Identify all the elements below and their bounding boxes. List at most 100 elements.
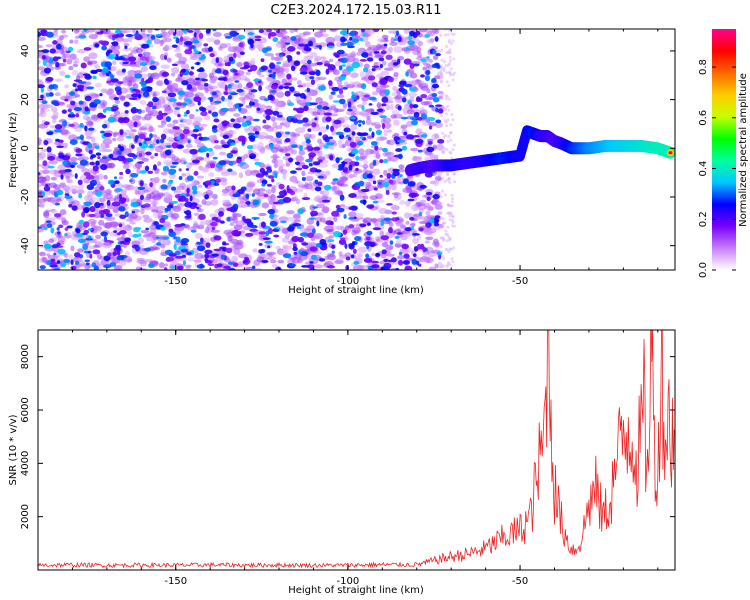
noise-blob xyxy=(428,58,433,63)
noise-blob xyxy=(185,264,192,268)
noise-blob xyxy=(382,117,392,124)
noise-blob xyxy=(133,121,138,128)
noise-blob xyxy=(448,70,452,74)
noise-blob xyxy=(191,185,198,192)
noise-blob xyxy=(417,234,422,241)
noise-blob xyxy=(92,165,99,172)
noise-blob xyxy=(85,262,90,266)
noise-blob xyxy=(131,210,136,214)
noise-blob xyxy=(317,156,326,161)
noise-blob xyxy=(325,124,330,130)
noise-blob xyxy=(84,250,89,254)
noise-blob xyxy=(227,107,237,112)
noise-blob xyxy=(140,66,148,72)
noise-blob xyxy=(77,238,86,244)
noise-blob xyxy=(171,161,179,165)
noise-blob xyxy=(207,263,215,267)
snr-series-line xyxy=(38,330,675,569)
noise-blob xyxy=(83,47,92,51)
noise-blob xyxy=(77,179,83,185)
noise-blob xyxy=(265,230,270,237)
noise-blob xyxy=(114,180,120,184)
noise-blob xyxy=(250,224,258,229)
noise-blob xyxy=(268,31,277,37)
noise-blob xyxy=(383,43,388,47)
noise-blob xyxy=(61,29,67,34)
noise-blob xyxy=(306,232,315,238)
noise-blob xyxy=(150,34,156,40)
noise-blob xyxy=(114,99,120,104)
noise-blob xyxy=(306,55,312,60)
noise-blob xyxy=(109,162,115,169)
noise-blob xyxy=(110,255,116,263)
noise-blob xyxy=(191,44,195,49)
noise-blob xyxy=(60,183,65,189)
noise-blob xyxy=(223,229,233,235)
noise-blob xyxy=(48,238,55,244)
noise-blob xyxy=(293,60,300,66)
noise-blob xyxy=(249,155,255,159)
noise-blob xyxy=(390,217,399,222)
noise-blob xyxy=(232,213,242,218)
noise-blob xyxy=(301,265,309,268)
noise-blob xyxy=(124,45,128,49)
noise-blob xyxy=(385,189,390,195)
noise-blob xyxy=(201,53,206,60)
noise-blob xyxy=(434,36,439,42)
noise-blob xyxy=(276,91,285,98)
noise-blob xyxy=(93,244,100,248)
noise-blob xyxy=(424,240,431,244)
noise-blob xyxy=(121,29,132,34)
noise-blob xyxy=(43,185,51,192)
noise-blob xyxy=(266,256,277,261)
noise-blob xyxy=(159,102,169,109)
noise-blob xyxy=(344,243,348,250)
noise-blob xyxy=(171,63,178,67)
noise-blob xyxy=(432,55,439,61)
noise-blob xyxy=(247,32,255,36)
noise-blob xyxy=(286,73,292,80)
noise-blob xyxy=(111,41,119,47)
noise-blob xyxy=(94,186,100,192)
noise-blob xyxy=(41,256,48,263)
noise-blob xyxy=(228,76,236,81)
noise-blob xyxy=(213,145,224,150)
noise-blob xyxy=(173,48,182,53)
noise-blob xyxy=(159,53,165,61)
noise-blob xyxy=(358,148,365,155)
noise-blob xyxy=(226,216,231,222)
noise-blob xyxy=(304,74,312,82)
noise-blob xyxy=(83,201,92,206)
noise-blob xyxy=(212,128,218,133)
noise-blob xyxy=(164,79,170,86)
noise-blob xyxy=(398,251,403,256)
noise-blob xyxy=(162,165,170,172)
noise-blob xyxy=(221,95,225,102)
noise-blob xyxy=(204,194,210,200)
noise-blob xyxy=(389,103,394,111)
noise-blob xyxy=(194,252,204,260)
noise-blob xyxy=(314,216,323,223)
noise-blob xyxy=(397,181,405,185)
noise-blob xyxy=(201,107,207,112)
noise-blob xyxy=(301,242,309,246)
noise-blob xyxy=(73,106,83,112)
noise-blob xyxy=(342,86,348,90)
noise-blob xyxy=(289,29,295,34)
noise-blob xyxy=(453,224,457,228)
noise-blob xyxy=(189,195,193,202)
noise-blob xyxy=(209,53,215,58)
noise-blob xyxy=(76,48,86,54)
noise-blob xyxy=(275,159,284,164)
noise-blob xyxy=(353,183,359,186)
noise-blob xyxy=(141,43,150,49)
noise-blob xyxy=(227,94,233,100)
noise-blob xyxy=(75,153,83,157)
noise-blob xyxy=(304,182,309,188)
noise-blob xyxy=(316,104,323,110)
noise-blob xyxy=(282,173,287,180)
noise-blob xyxy=(276,61,282,65)
noise-blob xyxy=(254,38,262,42)
noise-blob xyxy=(309,261,314,264)
